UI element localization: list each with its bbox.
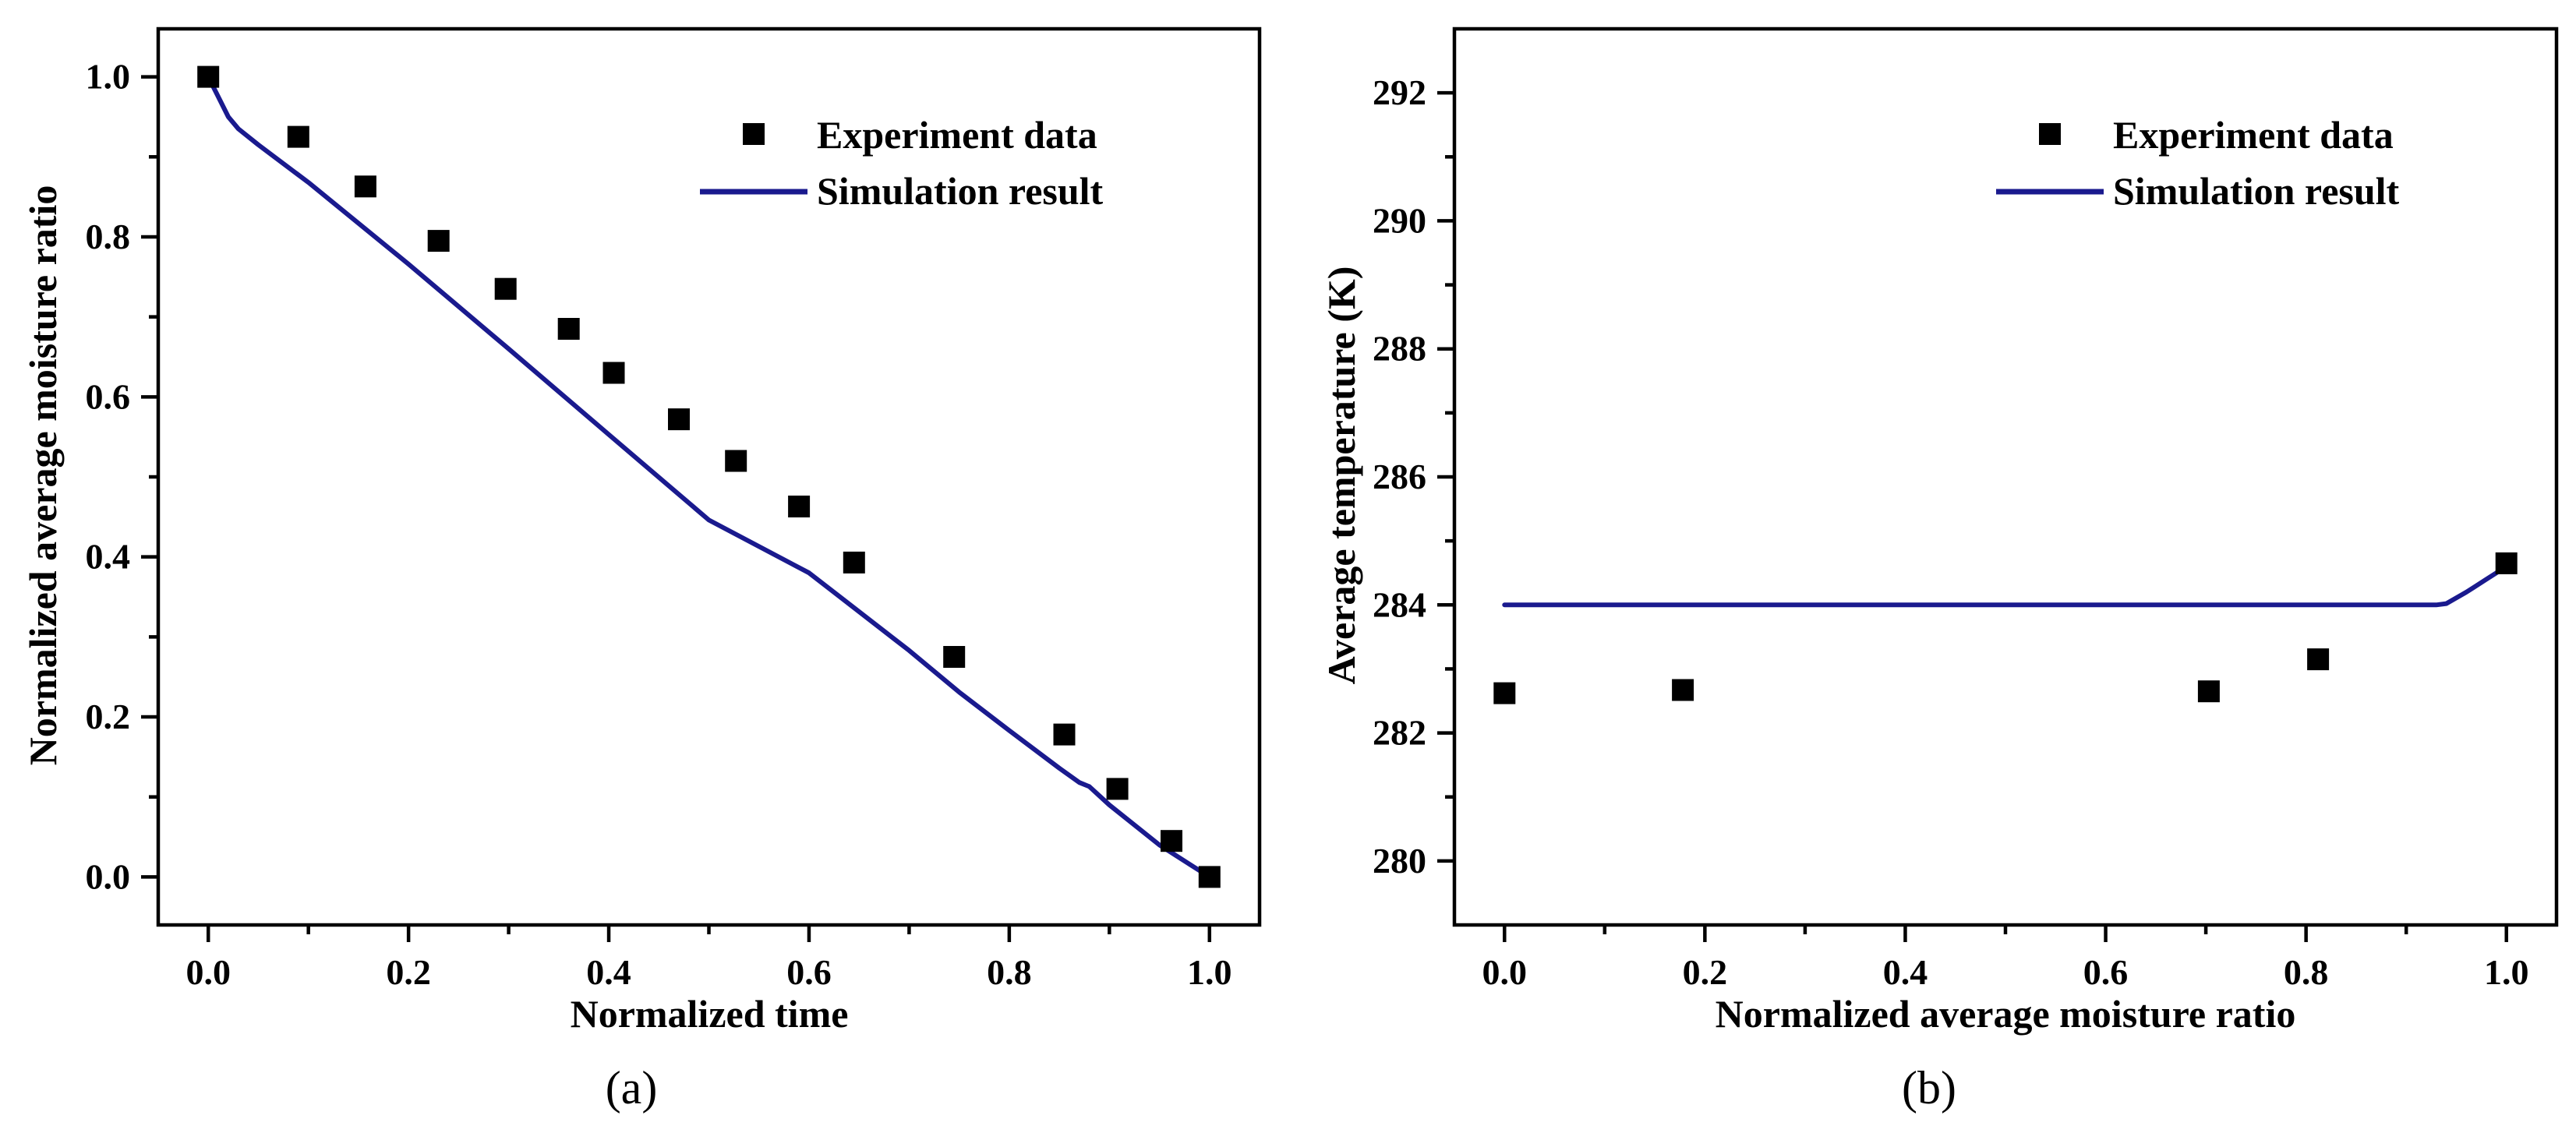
panel-b-y-tick-label: 280: [1373, 841, 1426, 881]
panel-b-marker-layer: [1493, 552, 2518, 704]
panel-b-plot-frame: [1452, 26, 2559, 927]
panel-a-legend: Experiment data Simulation result: [700, 113, 1104, 213]
panel-a-y-tick-label: 0.4: [86, 537, 131, 577]
panel-b-experiment-point: [2307, 648, 2330, 671]
panel-a-y-tick-label: 0.8: [86, 217, 131, 256]
panel-b-legend-experiment-marker: [2039, 123, 2061, 145]
panel-a-x-axis-title: Normalized time: [571, 992, 849, 1036]
panel-b-y-tick-label: 288: [1373, 329, 1426, 369]
panel-a-experiment-point: [788, 496, 811, 517]
panel-b-x-tick-label: 0.6: [2083, 952, 2129, 992]
panel-b-y-tick-label: 282: [1373, 713, 1426, 753]
panel-b-legend-simulation-label: Simulation result: [2113, 169, 2400, 213]
panel-a-x-tick-label: 0.8: [987, 952, 1032, 992]
panel-a-simulation-line: [206, 74, 1212, 880]
panel-a-experiment-point: [427, 230, 450, 252]
panel-a-experiment-point: [557, 318, 580, 340]
panel-a-x-tick-label: 0.2: [386, 952, 431, 992]
panel-a-x-tick-label: 0.4: [586, 952, 631, 992]
panel-b: 0.0 0.2 0.4 0.6 0.8 1.0280282284286288290292 …: [1320, 26, 2559, 1114]
panel-a-y-axis-title: Normalized average moisture ratio: [21, 185, 65, 766]
panel-b-y-tick-label: 292: [1373, 72, 1426, 112]
panel-b-tick-layer: 0.0 0.2 0.4 0.6 0.8 1.0 280 282 284 286 288 290 292: [1373, 72, 2528, 992]
panel-b-x-axis-title: Normalized average moisture ratio: [1716, 992, 2296, 1036]
panel-a-legend-experiment-marker: [743, 123, 765, 145]
panel-b-line-layer: [1502, 564, 2509, 608]
panel-a-experiment-point: [1198, 866, 1221, 888]
panel-a-experiment-point: [725, 450, 747, 472]
panel-a-y-tick-label: 0.0: [86, 856, 131, 896]
panel-b-y-axis-title: Average temperature (K): [1320, 266, 1363, 685]
panel-a-experiment-point: [354, 175, 376, 198]
panel-b-legend-experiment-label: Experiment data: [2113, 113, 2394, 157]
panel-a: 0.0 0.2 0.4 0.6 0.8 1.0 0.0 0.2 0.4 0.6 0.8 1.0 Exp…: [21, 26, 1262, 1114]
panel-b-y-tick-label: 286: [1373, 457, 1426, 496]
panel-a-experiment-point: [1053, 723, 1076, 746]
panel-b-experiment-point: [2197, 680, 2220, 703]
panel-a-experiment-point: [668, 408, 690, 431]
panel-a-y-tick-label: 0.2: [86, 697, 131, 736]
panel-b-x-tick-label: 0.4: [1883, 952, 1928, 992]
panel-a-tick-layer: 0.0 0.2 0.4 0.6 0.8 1.0 0.0 0.2 0.4 0.6 0.8 1.0: [86, 57, 1232, 992]
panel-b-x-tick-label: 0.8: [2284, 952, 2329, 992]
panel-a-experiment-point: [843, 551, 865, 574]
panel-b-experiment-point: [1493, 682, 1516, 704]
panel-b-x-tick-label: 0.2: [1683, 952, 1728, 992]
panel-a-experiment-point: [602, 362, 625, 384]
panel-b-y-tick-label: 284: [1373, 584, 1426, 624]
panel-a-line-layer: [206, 74, 1212, 880]
panel-b-legend: Experiment data Simulation result: [1996, 113, 2400, 213]
panel-a-experiment-point: [197, 65, 220, 88]
panel-a-experiment-point: [494, 277, 517, 300]
panel-a-experiment-point: [287, 125, 309, 148]
panel-a-x-tick-label: 0.6: [786, 952, 832, 992]
panel-b-x-tick-label: 1.0: [2484, 952, 2529, 992]
panel-a-x-tick-label: 0.0: [186, 952, 231, 992]
panel-a-legend-experiment-label: Experiment data: [817, 113, 1097, 157]
panel-b-experiment-point: [1672, 679, 1694, 701]
panel-b-y-tick-label: 290: [1373, 200, 1426, 240]
panel-a-legend-simulation-label: Simulation result: [817, 169, 1104, 213]
panel-b-simulation-line: [1502, 564, 2509, 608]
panel-b-label: (b): [1902, 1062, 1956, 1114]
panel-b-experiment-point: [2495, 552, 2518, 574]
panel-a-experiment-point: [1106, 778, 1129, 800]
panel-a-y-tick-label: 1.0: [86, 57, 131, 97]
panel-a-label: (a): [606, 1062, 658, 1114]
panel-b-x-tick-label: 0.0: [1482, 952, 1528, 992]
panel-a-x-tick-label: 1.0: [1187, 952, 1232, 992]
panel-a-y-tick-label: 0.6: [86, 376, 131, 416]
panel-a-experiment-point: [1161, 830, 1182, 852]
panel-a-experiment-point: [943, 646, 966, 668]
panel-a-marker-layer: [197, 65, 1221, 888]
